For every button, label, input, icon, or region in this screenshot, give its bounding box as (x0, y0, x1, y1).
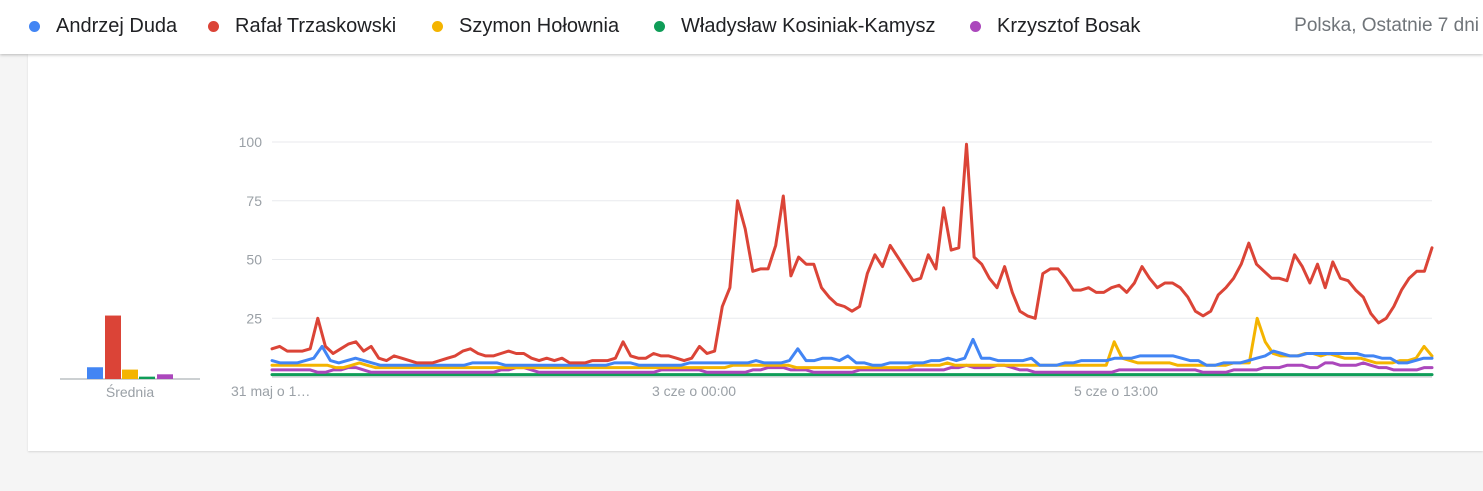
average-bar (87, 367, 103, 379)
average-label: Średnia (106, 383, 154, 400)
average-bar (122, 369, 138, 379)
y-tick-label: 75 (246, 193, 262, 209)
legend-dot (654, 20, 665, 32)
x-tick-label: 5 cze o 13:00 (1074, 383, 1158, 399)
legend-label: Rafał Trzaskowski (235, 14, 397, 37)
legend-item-rafal-trzaskowski[interactable]: Rafał Trzaskowski (208, 14, 396, 38)
x-tick-label: 31 maj o 1… (231, 383, 310, 399)
legend-item-andrzej-duda[interactable]: Andrzej Duda (29, 14, 177, 38)
trend-chart: 100 75 50 25 31 maj o 1… 3 cze o 00:00 5 cze o… (60, 134, 1434, 400)
series-line (270, 337, 1434, 367)
region-time-filter[interactable]: Polska, Ostatnie 7 dni (1294, 15, 1479, 36)
legend-dot (29, 20, 40, 32)
legend-label: Andrzej Duda (56, 14, 178, 37)
legend-label: Władysław Kosiniak-Kamysz (681, 14, 936, 37)
x-tick-label: 3 cze o 00:00 (652, 383, 736, 399)
average-bar (105, 315, 121, 379)
legend-bar: Andrzej Duda Rafał Trzaskowski Szymon Ho… (0, 0, 1483, 54)
legend-dot (432, 20, 443, 32)
legend-dot (970, 20, 981, 32)
legend-label: Krzysztof Bosak (997, 14, 1141, 37)
y-tick-label: 50 (246, 252, 262, 268)
y-tick-label: 100 (239, 134, 263, 150)
average-bar (139, 376, 155, 379)
average-bar (157, 374, 173, 379)
series-line (270, 361, 1434, 374)
legend-item-krzysztof-bosak[interactable]: Krzysztof Bosak (970, 14, 1140, 38)
legend-item-szymon-holownia[interactable]: Szymon Hołownia (432, 14, 619, 38)
series-line (270, 142, 1434, 365)
chart-card: 100 75 50 25 31 maj o 1… 3 cze o 00:00 5 cze o… (28, 54, 1483, 451)
legend-label: Szymon Hołownia (459, 14, 620, 37)
legend-dot (208, 20, 219, 32)
legend-item-wladyslaw-kosiniak-kamysz[interactable]: Władysław Kosiniak-Kamysz (654, 14, 936, 38)
y-tick-label: 25 (246, 310, 262, 326)
